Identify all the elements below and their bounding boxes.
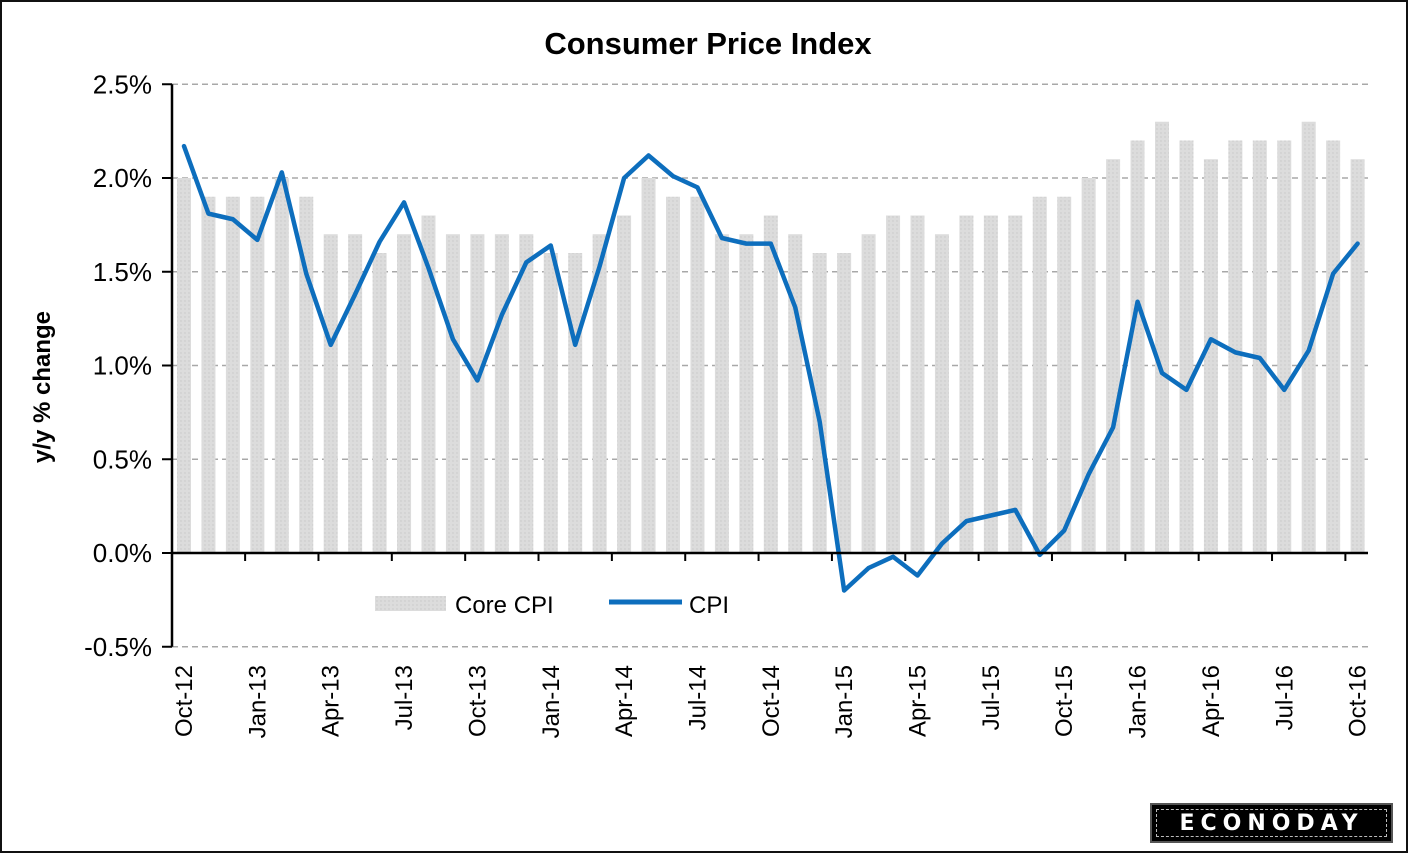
bar-core-cpi-Feb-16: [1155, 121, 1169, 553]
x-tick-label: Apr-14: [611, 665, 638, 737]
bar-core-cpi-May-16: [1228, 140, 1243, 553]
y-axis-label: y/y % change: [29, 311, 56, 463]
bar-core-cpi-Feb-13: [274, 178, 289, 553]
bar-core-cpi-Apr-16: [1203, 159, 1218, 553]
x-tick-label: Jul-16: [1271, 665, 1298, 730]
x-tick-label: Oct-12: [171, 665, 198, 737]
bar-core-cpi-Mar-14: [592, 234, 607, 553]
bar-core-cpi-Jul-14: [690, 196, 705, 553]
x-tick-label: Oct-15: [1051, 665, 1078, 737]
legend-label-core-cpi: Core CPI: [455, 592, 554, 619]
bar-core-cpi-Apr-14: [617, 215, 632, 553]
bar-core-cpi-May-14: [641, 178, 656, 553]
x-tick-label: Apr-15: [905, 665, 932, 737]
y-tick-label: 0.0%: [93, 538, 152, 568]
bar-core-cpi-Jun-16: [1252, 140, 1267, 553]
bar-core-cpi-Jan-14: [543, 253, 558, 553]
bar-core-cpi-Dec-13: [519, 234, 534, 553]
bar-core-cpi-Oct-15: [1057, 196, 1072, 553]
bar-core-cpi-May-15: [934, 234, 949, 553]
bar-core-cpi-Jul-16: [1277, 140, 1292, 553]
bar-core-cpi-Mar-16: [1179, 140, 1194, 553]
bar-core-cpi-Dec-14: [812, 253, 827, 553]
bar-core-cpi-Sep-16: [1326, 140, 1341, 553]
bar-core-cpi-Aug-15: [1008, 215, 1023, 553]
x-tick-label: Jan-15: [831, 665, 858, 738]
x-tick-label: Apr-16: [1198, 665, 1225, 737]
x-tick-label: Oct-14: [758, 665, 785, 737]
bar-core-cpi-Nov-12: [201, 196, 216, 553]
bar-core-cpi-Dec-15: [1106, 159, 1121, 553]
bar-core-cpi-Oct-16: [1350, 159, 1365, 553]
bar-core-cpi-Jul-15: [983, 215, 998, 553]
y-tick-label: 2.0%: [93, 163, 152, 193]
bar-core-cpi-Feb-15: [861, 234, 876, 553]
bar-core-cpi-Jan-15: [837, 253, 852, 553]
bar-core-cpi-Sep-13: [445, 234, 460, 553]
y-tick-label: 1.5%: [93, 257, 152, 287]
bar-core-cpi-Mar-15: [886, 215, 901, 553]
bar-core-cpi-Aug-13: [421, 215, 436, 553]
bar-core-cpi-Sep-15: [1032, 196, 1047, 553]
bar-core-cpi-Jan-13: [250, 196, 265, 553]
bar-core-cpi-Sep-14: [739, 234, 754, 553]
y-tick-label: 0.5%: [93, 444, 152, 474]
chart-title: Consumer Price Index: [544, 26, 872, 61]
bar-core-cpi-Jun-13: [372, 253, 387, 553]
bar-core-cpi-Oct-12: [177, 178, 191, 553]
x-tick-label: Jul-14: [684, 665, 711, 730]
bar-core-cpi-Dec-12: [225, 196, 240, 553]
bar-core-cpi-Apr-15: [910, 215, 925, 553]
bar-core-cpi-Oct-13: [470, 234, 485, 553]
legend: Core CPI CPI: [375, 592, 729, 619]
y-tick-label: -0.5%: [84, 632, 152, 662]
x-tick-label: Oct-16: [1345, 665, 1372, 737]
legend-label-cpi: CPI: [689, 592, 729, 619]
bar-core-cpi-Jan-16: [1130, 140, 1145, 553]
y-tick-label: 2.5%: [93, 69, 152, 99]
logo-text: ECONODAY: [1179, 810, 1364, 836]
x-tick-label: Jul-13: [391, 665, 418, 730]
x-tick-label: Jul-15: [978, 665, 1005, 730]
bar-core-cpi-Apr-13: [323, 234, 338, 553]
bar-core-cpi-Aug-16: [1301, 121, 1316, 553]
x-tick-label: Apr-13: [318, 665, 345, 737]
bar-core-cpi-Jun-15: [959, 215, 974, 553]
x-tick-label: Jan-16: [1125, 665, 1152, 738]
x-tick-label: Oct-13: [464, 665, 491, 737]
econoday-logo: ECONODAY: [1150, 803, 1393, 843]
x-tick-label: Jan-14: [538, 665, 565, 738]
bar-core-cpi-Aug-14: [714, 234, 729, 553]
bar-core-cpi-Jun-14: [666, 196, 680, 553]
bar-core-cpi-Oct-14: [763, 215, 778, 553]
bar-core-cpi-Nov-14: [788, 234, 803, 553]
x-tick-label: Jan-13: [244, 665, 271, 738]
bar-core-cpi-Feb-14: [568, 253, 583, 553]
bar-core-cpi-Jul-13: [397, 234, 412, 553]
bar-core-cpi-May-13: [348, 234, 363, 553]
y-tick-label: 1.0%: [93, 351, 152, 381]
bar-core-cpi-Nov-13: [494, 234, 509, 553]
bar-core-cpi-Nov-15: [1081, 178, 1096, 553]
legend-swatch-core-cpi: [375, 596, 446, 611]
